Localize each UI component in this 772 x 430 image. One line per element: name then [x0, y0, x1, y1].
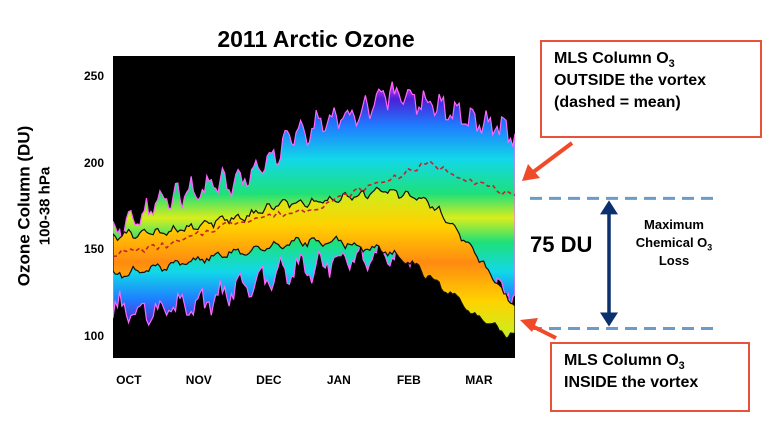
inside-pointer-shaft	[529, 323, 557, 340]
y-tick-label-200: 200	[83, 155, 104, 170]
callout-inside-line1: MLS Column O3	[564, 352, 685, 373]
callout-outside-vortex: MLS Column O3 OUTSIDE the vortex (dashed…	[540, 40, 762, 138]
chart-title: 2011 Arctic Ozone	[217, 26, 415, 52]
callout-inside-line2: INSIDE the vortex	[564, 374, 699, 391]
x-tick-label-jan: JAN	[326, 373, 351, 387]
loss-arrow-head-up	[600, 200, 618, 215]
outside-pointer-head	[522, 164, 540, 181]
ozone-plot	[113, 56, 515, 358]
y-tick-label-150: 150	[83, 242, 104, 257]
callout-outside-line3: (dashed = mean)	[554, 94, 681, 111]
x-tick-label-dec: DEC	[256, 373, 282, 387]
callout-outside-line1: MLS Column O3	[554, 50, 675, 71]
x-tick-label-feb: FEB	[396, 373, 421, 387]
x-tick-label-oct: OCT	[116, 373, 142, 387]
outside-pointer-shaft	[530, 141, 574, 175]
y-tick-label-100: 100	[83, 329, 104, 344]
callout-outside-line2: OUTSIDE the vortex	[554, 72, 707, 89]
y-tick-label-250: 250	[83, 68, 104, 83]
callout-inside-vortex: MLS Column O3 INSIDE the vortex	[550, 342, 750, 412]
loss-arrow-head-down	[600, 312, 618, 327]
x-tick-label-nov: NOV	[185, 373, 212, 387]
loss-value-label: 75 DU	[530, 232, 593, 257]
inside-pointer-head	[520, 318, 538, 332]
inside-vortex-band	[113, 186, 515, 339]
x-tick-label-mar: MAR	[465, 373, 493, 387]
loss-description: Maximum Chemical O3 Loss	[635, 217, 713, 268]
